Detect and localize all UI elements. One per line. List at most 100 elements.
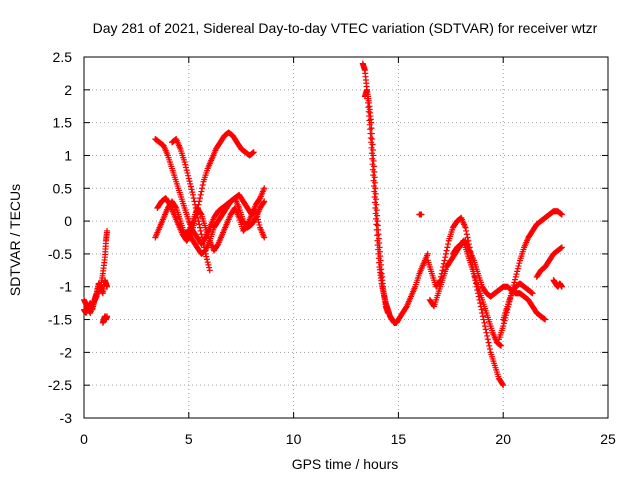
data-point	[498, 342, 505, 349]
data-point	[464, 234, 471, 241]
x-tick-label: 25	[600, 431, 616, 447]
data-point	[373, 196, 380, 203]
data-point	[371, 179, 378, 186]
data-point	[442, 250, 449, 257]
plot-frame	[83, 56, 609, 419]
data-point	[190, 195, 197, 202]
data-point	[486, 342, 493, 349]
axis-ticks: 0 5 10 15 20 25 2.5 2 1.5 1 0.5 0 -0.5 -1 -1.5 -2 -2.5 -3	[48, 49, 616, 447]
data-point	[196, 195, 203, 202]
data-point	[514, 268, 521, 275]
data-point	[500, 320, 507, 327]
data-point	[384, 309, 391, 316]
data-points	[81, 60, 565, 389]
x-tick-label: 10	[286, 431, 302, 447]
data-point	[166, 200, 173, 207]
data-point	[372, 185, 379, 192]
data-point	[369, 136, 376, 143]
series-track-b	[81, 277, 111, 316]
data-point	[486, 346, 493, 353]
series-track-r	[550, 277, 565, 290]
data-point	[199, 234, 206, 241]
data-point	[512, 276, 519, 283]
series-track-o	[496, 208, 565, 343]
data-point	[515, 262, 522, 269]
data-point	[501, 317, 508, 324]
data-point	[104, 227, 111, 234]
data-point	[199, 237, 206, 244]
data-point	[542, 316, 549, 323]
data-point	[479, 313, 486, 320]
data-point	[511, 279, 518, 286]
data-point	[186, 178, 193, 185]
data-point	[256, 196, 263, 203]
data-point	[371, 174, 378, 181]
x-axis-label: GPS time / hours	[292, 456, 399, 472]
data-point	[370, 163, 377, 170]
data-point	[198, 231, 205, 238]
data-point	[374, 232, 381, 239]
data-point	[203, 253, 210, 260]
data-point	[483, 329, 490, 336]
data-point	[477, 300, 484, 307]
data-point	[185, 172, 192, 179]
data-point	[205, 261, 212, 268]
series-track-k	[416, 211, 425, 218]
data-point	[206, 264, 213, 271]
data-point	[214, 242, 221, 249]
data-point	[482, 326, 489, 333]
data-point	[444, 244, 451, 251]
data-point	[197, 227, 204, 234]
data-point	[499, 381, 506, 388]
x-tick-label: 15	[391, 431, 407, 447]
data-point	[513, 271, 520, 278]
data-point	[250, 149, 257, 156]
data-point	[204, 259, 211, 266]
data-point	[261, 234, 268, 241]
series-track-q	[533, 244, 565, 280]
data-point	[403, 304, 410, 311]
data-point	[441, 257, 448, 264]
y-tick-label: 0	[64, 213, 72, 229]
data-point	[199, 185, 206, 192]
x-tick-label: 20	[495, 431, 511, 447]
data-point	[368, 119, 375, 126]
data-point	[185, 175, 192, 182]
data-point	[373, 201, 380, 208]
data-point	[368, 130, 375, 137]
data-point	[529, 290, 536, 297]
data-point	[370, 152, 377, 159]
y-tick-label: -0.5	[48, 246, 72, 262]
data-point	[203, 256, 210, 263]
data-point	[516, 260, 523, 267]
y-tick-label: -2.5	[48, 377, 72, 393]
data-point	[187, 180, 194, 187]
data-point	[194, 214, 201, 221]
y-tick-label: -3	[60, 410, 73, 426]
y-tick-label: 1	[64, 147, 72, 163]
data-point	[189, 191, 196, 198]
data-point	[206, 267, 213, 274]
series-track-c	[99, 313, 111, 326]
y-tick-label: 0.5	[53, 180, 73, 196]
data-point	[484, 332, 491, 339]
data-point	[443, 247, 450, 254]
data-point	[558, 283, 565, 290]
chart-title: Day 281 of 2021, Sidereal Day-to-day VTE…	[93, 20, 598, 36]
series-track-h	[185, 195, 268, 257]
data-point	[481, 319, 488, 326]
data-point	[199, 181, 206, 188]
data-point	[256, 221, 263, 228]
data-point	[194, 211, 201, 218]
data-point	[418, 211, 425, 218]
data-point	[260, 199, 267, 206]
data-point	[183, 164, 190, 171]
data-point	[370, 157, 377, 164]
data-point	[187, 183, 194, 190]
data-point	[184, 169, 191, 176]
series-track-j	[361, 86, 391, 316]
data-point	[500, 323, 507, 330]
data-point	[445, 241, 452, 248]
series-track-f	[154, 129, 257, 244]
data-point	[197, 191, 204, 198]
